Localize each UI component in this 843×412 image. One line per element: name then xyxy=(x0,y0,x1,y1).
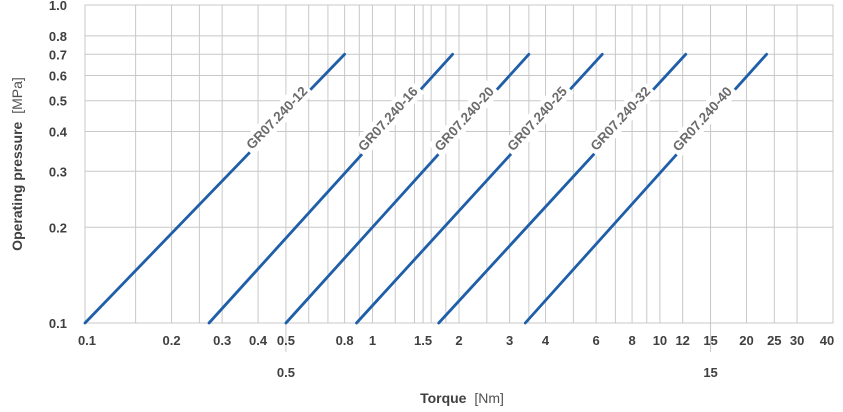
x-axis-title-unit: [Nm] xyxy=(474,390,504,406)
series-GR07.240-12: GR07.240-12 xyxy=(83,52,347,325)
series-label-background xyxy=(583,80,657,158)
series-label-background xyxy=(428,80,501,158)
y-tick-label: 0.2 xyxy=(49,220,67,235)
x-tick-label: 2 xyxy=(455,333,462,348)
y-tick-label: 0.6 xyxy=(49,69,67,84)
x-axis-title-main: Torque xyxy=(420,390,467,406)
series-label-background xyxy=(666,80,739,158)
y-tick-label: 0.5 xyxy=(49,94,67,109)
series-label: GR07.240-20 xyxy=(428,80,501,158)
x-tick-label: 12 xyxy=(675,333,689,348)
x-tick-label: 20 xyxy=(739,333,753,348)
series-GR07.240-16: GR07.240-16 xyxy=(207,52,454,325)
x-tick-label: 1.5 xyxy=(414,333,432,348)
x-tick-label: 0.8 xyxy=(336,333,354,348)
x-tick-label: 0.1 xyxy=(78,333,96,348)
x-tick-label-lower: 15 xyxy=(703,365,717,380)
x-tick-label: 4 xyxy=(542,333,550,348)
series-label-text: GR07.240-40 xyxy=(670,84,735,154)
y-tick-label: 0.8 xyxy=(49,29,67,44)
x-tick-label-lower: 0.5 xyxy=(277,365,295,380)
x-tick-label: 40 xyxy=(820,333,834,348)
x-tick-label: 3 xyxy=(506,333,513,348)
series-label: GR07.240-32 xyxy=(583,80,657,158)
series-label-background xyxy=(351,79,425,158)
series-label: GR07.240-16 xyxy=(351,79,425,158)
x-axis-title: Torque [Nm] xyxy=(420,390,504,406)
series-label-text: GR07.240-25 xyxy=(504,83,570,153)
x-tick-label: 0.4 xyxy=(249,333,268,348)
y-tick-label: 0.7 xyxy=(49,47,67,62)
y-axis-title-unit: [MPa] xyxy=(9,77,25,114)
series-label-background xyxy=(500,79,574,158)
x-tick-label: 15 xyxy=(703,333,717,348)
series-label: GR07.240-25 xyxy=(500,79,574,158)
plot-frame xyxy=(84,4,834,324)
x-tick-label: 30 xyxy=(790,333,804,348)
x-tick-label: 0.5 xyxy=(277,333,295,348)
x-tick-label: 1 xyxy=(369,333,376,348)
series-label-text: GR07.240-12 xyxy=(243,84,310,153)
x-tick-labels: 0.1 0.2 0.3 0.4 0.5 0.8 1 1.5 2 3 4 6 8 10 12 15 20 25 30 4… xyxy=(78,333,834,380)
y-axis-title-main: Operating pressure xyxy=(9,121,25,250)
series-label: GR07.240-12 xyxy=(239,79,314,156)
series-label-background xyxy=(239,79,314,156)
x-tick-label: 25 xyxy=(767,333,781,348)
x-tick-label: 0.2 xyxy=(162,333,180,348)
x-tick-label: 0.3 xyxy=(213,333,231,348)
y-tick-label: 0.4 xyxy=(49,125,68,140)
series-label: GR07.240-40 xyxy=(666,80,739,158)
x-tick-label: 6 xyxy=(593,333,600,348)
series-label-text: GR07.240-32 xyxy=(587,84,653,154)
series-group: GR07.240-12 GR07.240-16 GR07.240-20 GR07.24… xyxy=(83,52,768,325)
y-axis-title: Operating pressure [MPa] xyxy=(9,77,25,251)
series-label-text: GR07.240-16 xyxy=(355,83,421,153)
y-tick-label: 0.1 xyxy=(49,316,67,331)
y-tick-label: 0.3 xyxy=(49,164,67,179)
x-tick-label: 8 xyxy=(628,333,635,348)
y-tick-labels: 0.1 0.2 0.3 0.4 0.5 0.6 0.7 0.8 1.0 xyxy=(49,0,68,331)
x-tick-label: 10 xyxy=(653,333,667,348)
y-tick-label: 1.0 xyxy=(49,0,67,13)
